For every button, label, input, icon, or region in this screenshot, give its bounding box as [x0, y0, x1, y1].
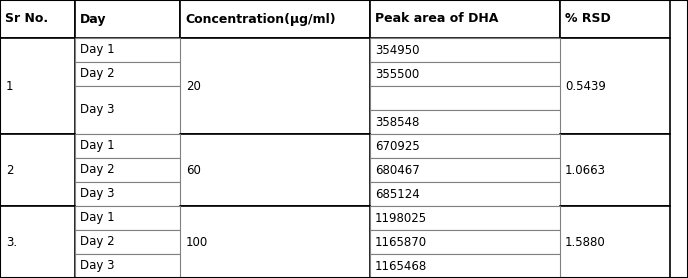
Bar: [370, 0, 560, 38]
Bar: [75, 158, 180, 182]
Text: 354950: 354950: [375, 43, 420, 56]
Bar: [370, 230, 560, 254]
Text: 670925: 670925: [375, 140, 420, 153]
Bar: [370, 182, 560, 206]
Text: 0.5439: 0.5439: [565, 80, 606, 93]
Bar: [75, 254, 180, 278]
Text: Day 2: Day 2: [80, 235, 115, 249]
Text: Day 1: Day 1: [80, 140, 115, 153]
Bar: [180, 38, 370, 134]
Bar: [370, 38, 560, 62]
Bar: [370, 86, 560, 110]
Text: Concentration(μg/ml): Concentration(μg/ml): [185, 13, 336, 26]
Text: Day 2: Day 2: [80, 68, 115, 81]
Text: 355500: 355500: [375, 68, 419, 81]
Bar: [370, 254, 560, 278]
Bar: [560, 134, 670, 206]
Bar: [370, 62, 560, 86]
Text: Day 1: Day 1: [80, 43, 115, 56]
Bar: [75, 62, 180, 86]
Text: Day 3: Day 3: [80, 103, 114, 116]
Bar: [560, 38, 670, 134]
Text: 1: 1: [6, 80, 14, 93]
Bar: [560, 0, 670, 38]
Text: 20: 20: [186, 80, 201, 93]
Text: 1165468: 1165468: [375, 259, 427, 272]
Bar: [75, 38, 180, 62]
Bar: [0, 0, 75, 38]
Text: 1198025: 1198025: [375, 212, 427, 225]
Text: 60: 60: [186, 163, 201, 177]
Text: 1165870: 1165870: [375, 235, 427, 249]
Bar: [75, 86, 180, 134]
Text: Day: Day: [80, 13, 107, 26]
Bar: [75, 206, 180, 230]
Bar: [75, 230, 180, 254]
Bar: [370, 110, 560, 134]
Text: % RSD: % RSD: [565, 13, 611, 26]
Text: Sr No.: Sr No.: [5, 13, 48, 26]
Text: Day 3: Day 3: [80, 187, 114, 200]
Bar: [180, 0, 370, 38]
Bar: [370, 158, 560, 182]
Bar: [0, 134, 75, 206]
Bar: [75, 134, 180, 158]
Text: Peak area of DHA: Peak area of DHA: [375, 13, 498, 26]
Text: 680467: 680467: [375, 163, 420, 177]
Bar: [370, 134, 560, 158]
Text: Day 1: Day 1: [80, 212, 115, 225]
Text: 685124: 685124: [375, 187, 420, 200]
Text: 1.0663: 1.0663: [565, 163, 606, 177]
Text: Day 3: Day 3: [80, 259, 114, 272]
Text: 2: 2: [6, 163, 14, 177]
Bar: [370, 206, 560, 230]
Text: Day 2: Day 2: [80, 163, 115, 177]
Bar: [0, 206, 75, 278]
Bar: [0, 38, 75, 134]
Bar: [180, 134, 370, 206]
Bar: [180, 206, 370, 278]
Text: 358548: 358548: [375, 115, 420, 128]
Text: 100: 100: [186, 235, 208, 249]
Text: 1.5880: 1.5880: [565, 235, 605, 249]
Bar: [75, 0, 180, 38]
Bar: [560, 206, 670, 278]
Bar: [75, 182, 180, 206]
Text: 3.: 3.: [6, 235, 17, 249]
